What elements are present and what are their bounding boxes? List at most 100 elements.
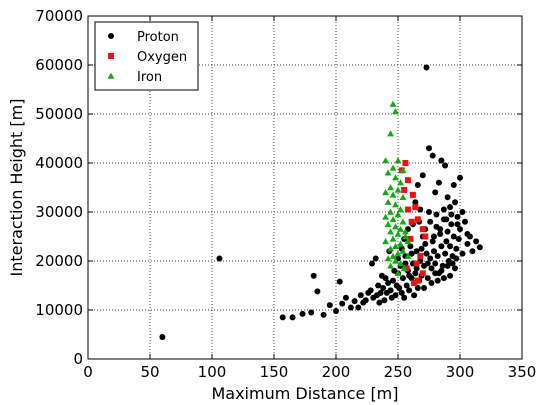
point-iron — [392, 257, 399, 264]
point-oxygen — [422, 233, 429, 240]
point-proton — [339, 300, 346, 307]
point-proton — [438, 157, 445, 164]
legend-label-oxygen: Oxygen — [137, 50, 187, 65]
point-proton — [380, 284, 387, 291]
point-proton — [398, 289, 405, 296]
point-proton — [434, 253, 441, 260]
point-proton — [422, 240, 429, 247]
point-proton — [381, 297, 388, 304]
point-proton — [450, 182, 457, 189]
point-proton — [432, 189, 439, 196]
point-proton — [403, 282, 410, 289]
x-tick-label: 150 — [260, 363, 289, 381]
point-proton — [406, 287, 413, 294]
x-tick-label: 100 — [198, 363, 227, 381]
point-proton — [401, 294, 408, 301]
point-oxygen — [404, 206, 411, 213]
point-proton — [418, 245, 425, 252]
point-iron — [397, 179, 404, 186]
point-proton — [347, 304, 354, 311]
point-proton — [428, 280, 435, 287]
point-proton — [382, 275, 389, 282]
point-iron — [402, 233, 409, 240]
point-proton — [426, 145, 432, 152]
point-proton — [429, 152, 436, 159]
point-oxygen — [401, 186, 408, 193]
x-tick-label: 0 — [83, 363, 93, 381]
point-proton — [476, 244, 483, 251]
point-proton — [413, 265, 420, 272]
point-proton — [454, 213, 461, 220]
point-proton — [434, 277, 441, 284]
point-proton — [440, 206, 447, 213]
point-proton — [399, 275, 406, 282]
y-tick-label: 10000 — [35, 301, 83, 319]
y-tick-label: 70000 — [35, 7, 83, 25]
point-oxygen — [409, 191, 416, 198]
point-iron — [399, 218, 407, 225]
point-proton — [432, 260, 439, 267]
y-axis-label: Interaction Height [m] — [7, 99, 26, 277]
point-iron — [387, 262, 394, 269]
legend-label-proton: Proton — [137, 30, 179, 45]
point-proton — [407, 243, 414, 250]
point-proton — [447, 243, 454, 250]
point-proton — [336, 278, 343, 285]
point-iron — [392, 108, 399, 115]
point-proton — [443, 216, 450, 223]
point-oxygen — [419, 270, 426, 277]
point-proton — [447, 272, 454, 279]
point-iron — [394, 157, 402, 164]
point-iron — [394, 269, 402, 276]
point-proton — [333, 307, 339, 314]
y-tick-label: 30000 — [35, 203, 83, 221]
point-proton — [310, 272, 317, 279]
point-proton — [440, 275, 447, 282]
point-proton — [412, 199, 419, 206]
point-iron — [399, 247, 407, 254]
point-proton — [437, 231, 444, 238]
point-proton — [473, 238, 480, 245]
point-iron — [387, 208, 394, 215]
point-iron — [397, 260, 404, 267]
point-oxygen — [407, 235, 414, 242]
point-proton — [314, 288, 321, 295]
point-iron — [394, 250, 402, 257]
point-iron — [389, 215, 397, 223]
legend-marker-proton — [108, 33, 114, 39]
series-proton — [159, 64, 483, 340]
point-proton — [444, 228, 451, 235]
point-proton — [448, 221, 455, 228]
point-iron — [397, 225, 404, 232]
series-oxygen — [398, 160, 429, 287]
point-proton — [459, 209, 466, 215]
point-iron — [384, 169, 392, 176]
point-proton — [432, 270, 439, 277]
point-proton — [414, 284, 421, 291]
point-proton — [457, 174, 463, 181]
point-proton — [387, 287, 394, 294]
x-tick-label: 300 — [446, 363, 475, 381]
point-proton — [421, 284, 428, 291]
point-proton — [442, 250, 449, 257]
point-iron — [389, 164, 397, 171]
point-proton — [450, 233, 457, 240]
point-proton — [430, 248, 437, 255]
point-iron — [389, 100, 397, 107]
point-proton — [414, 182, 421, 189]
point-proton — [402, 260, 409, 267]
point-oxygen — [403, 265, 410, 272]
point-iron — [399, 166, 407, 174]
point-proton — [396, 284, 403, 291]
y-tick-label: 50000 — [35, 105, 83, 123]
point-proton — [455, 235, 462, 242]
tick-labels: 0 50 100 150 200 250 300 350 0 10000 20000 30000 400… — [35, 7, 536, 381]
point-proton — [427, 218, 434, 225]
point-iron — [397, 206, 404, 213]
point-iron — [389, 252, 397, 259]
point-proton — [429, 238, 436, 245]
point-proton — [469, 248, 476, 255]
x-tick-label: 200 — [322, 363, 351, 381]
point-iron — [404, 252, 412, 259]
